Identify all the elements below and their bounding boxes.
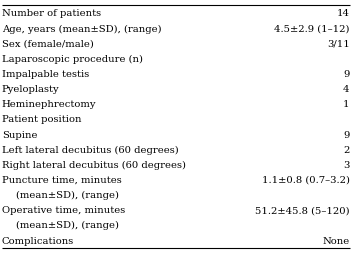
- Text: Heminephrectomy: Heminephrectomy: [2, 100, 96, 109]
- Text: Patient position: Patient position: [2, 115, 81, 124]
- Text: Complications: Complications: [2, 236, 74, 245]
- Text: Sex (female/male): Sex (female/male): [2, 40, 94, 49]
- Text: 4.5±2.9 (1–12): 4.5±2.9 (1–12): [274, 24, 350, 34]
- Text: Number of patients: Number of patients: [2, 9, 101, 18]
- Text: (mean±SD), (range): (mean±SD), (range): [16, 220, 119, 230]
- Text: None: None: [322, 236, 350, 245]
- Text: 1.1±0.8 (0.7–3.2): 1.1±0.8 (0.7–3.2): [261, 175, 350, 184]
- Text: Operative time, minutes: Operative time, minutes: [2, 205, 125, 214]
- Text: 1: 1: [343, 100, 350, 109]
- Text: Puncture time, minutes: Puncture time, minutes: [2, 175, 121, 184]
- Text: 3/11: 3/11: [327, 40, 350, 49]
- Text: Impalpable testis: Impalpable testis: [2, 70, 89, 79]
- Text: Right lateral decubitus (60 degrees): Right lateral decubitus (60 degrees): [2, 160, 186, 169]
- Text: Pyeloplasty: Pyeloplasty: [2, 85, 59, 94]
- Text: 9: 9: [343, 70, 350, 79]
- Text: 3: 3: [343, 160, 350, 169]
- Text: Left lateral decubitus (60 degrees): Left lateral decubitus (60 degrees): [2, 145, 179, 154]
- Text: 2: 2: [343, 145, 350, 154]
- Text: 9: 9: [343, 130, 350, 139]
- Text: Laparoscopic procedure (n): Laparoscopic procedure (n): [2, 55, 143, 64]
- Text: 4: 4: [343, 85, 350, 94]
- Text: Supine: Supine: [2, 130, 37, 139]
- Text: (mean±SD), (range): (mean±SD), (range): [16, 190, 119, 199]
- Text: 51.2±45.8 (5–120): 51.2±45.8 (5–120): [255, 205, 350, 214]
- Text: Age, years (mean±SD), (range): Age, years (mean±SD), (range): [2, 24, 161, 34]
- Text: 14: 14: [337, 9, 350, 18]
